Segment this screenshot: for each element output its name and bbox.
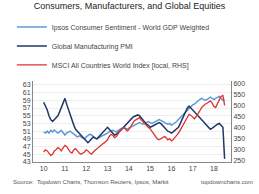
- svg-text:MSCI All Countries World Index: MSCI All Countries World Index [local, R…: [52, 62, 189, 70]
- svg-text:300: 300: [233, 146, 245, 153]
- svg-text:53: 53: [23, 120, 31, 127]
- svg-text:61: 61: [23, 89, 31, 96]
- svg-text:59: 59: [23, 97, 31, 104]
- svg-text:63: 63: [23, 81, 31, 88]
- svg-text:450: 450: [233, 113, 245, 120]
- svg-text:49: 49: [23, 135, 31, 142]
- svg-text:Global Manufacturing PMI: Global Manufacturing PMI: [52, 43, 133, 51]
- svg-text:10: 10: [40, 165, 48, 172]
- svg-text:Consumers, Manufacturers, and: Consumers, Manufacturers, and Global Equ…: [34, 1, 226, 11]
- svg-text:18: 18: [210, 165, 218, 172]
- svg-text:400: 400: [233, 124, 245, 131]
- svg-text:43: 43: [23, 158, 31, 165]
- svg-text:500: 500: [233, 102, 245, 109]
- svg-text:15: 15: [146, 165, 154, 172]
- svg-text:11: 11: [61, 165, 68, 172]
- svg-text:13: 13: [104, 165, 112, 172]
- svg-text:250: 250: [233, 157, 245, 164]
- svg-text:51: 51: [23, 128, 31, 135]
- svg-text:14: 14: [125, 165, 133, 172]
- svg-text:topdowncharts.com: topdowncharts.com: [201, 179, 253, 185]
- svg-text:57: 57: [23, 104, 31, 111]
- svg-text:Ipsos Consumer Sentiment - Wor: Ipsos Consumer Sentiment - World GDP Wei…: [52, 24, 209, 32]
- svg-text:600: 600: [233, 80, 245, 87]
- svg-text:350: 350: [233, 135, 245, 142]
- svg-text:55: 55: [23, 112, 31, 119]
- svg-text:12: 12: [82, 165, 90, 172]
- svg-text:550: 550: [233, 91, 245, 98]
- svg-text:Source: Topdown Charts, Thoms: Source: Topdown Charts, Thomson Reuters,…: [13, 179, 169, 185]
- svg-text:47: 47: [23, 143, 31, 150]
- svg-text:16: 16: [167, 165, 175, 172]
- svg-text:17: 17: [189, 165, 197, 172]
- svg-text:45: 45: [23, 151, 31, 158]
